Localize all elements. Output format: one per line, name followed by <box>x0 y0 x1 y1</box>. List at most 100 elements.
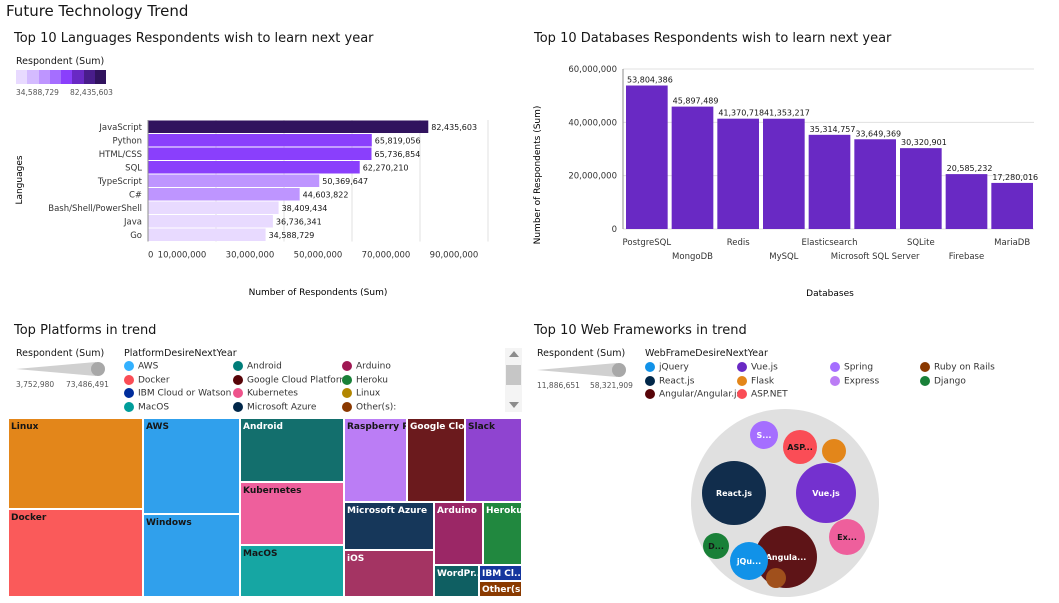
treemap-tile[interactable]: iOS <box>344 550 434 597</box>
frameworks-chart-title: Top 10 Web Frameworks in trend <box>534 323 747 338</box>
languages-legend-max: 82,435,603 <box>70 88 113 97</box>
frameworks-color-legend: jQuery Vue.js Spring Ruby on Rails React.js F… <box>645 362 1045 404</box>
legend-item[interactable]: Google Cloud Platform <box>233 374 348 385</box>
treemap-tile[interactable]: Kubernetes <box>240 482 344 545</box>
framework-bubble-label: D... <box>708 542 724 551</box>
legend-item[interactable]: Spring <box>830 362 873 373</box>
database-category-label: MySQL <box>769 252 798 262</box>
languages-chart-title: Top 10 Languages Respondents wish to lea… <box>14 31 374 46</box>
scroll-down-icon[interactable] <box>509 402 519 408</box>
platforms-treemap: Linux Docker AWS Windows Android Kubernetes Ma… <box>8 418 522 597</box>
scroll-up-icon[interactable] <box>509 351 519 357</box>
platforms-color-legend-title: PlatformDesireNextYear <box>124 348 237 359</box>
database-value-label: 17,280,016 <box>992 173 1038 182</box>
framework-bubble <box>766 568 786 588</box>
legend-item[interactable]: MacOS <box>124 401 169 412</box>
legend-item[interactable]: IBM Cloud or Watson <box>124 388 231 399</box>
database-value-label: 35,314,757 <box>810 125 856 134</box>
legend-swatch <box>737 389 747 399</box>
legend-swatch <box>124 388 134 398</box>
treemap-tile[interactable]: Linux <box>8 418 143 509</box>
treemap-tile[interactable]: Microsoft Azure <box>344 502 434 550</box>
legend-item[interactable]: Other(s): <box>342 401 396 412</box>
legend-swatch <box>342 401 352 412</box>
framework-bubble <box>702 461 766 525</box>
scroll-thumb[interactable] <box>506 365 521 385</box>
legend-label: Heroku <box>356 375 388 385</box>
database-value-label: 41,370,718 <box>718 109 764 118</box>
database-category-label: Redis <box>727 238 751 248</box>
treemap-tile[interactable]: IBM Cl... <box>479 565 522 581</box>
legend-item[interactable]: Kubernetes <box>233 388 298 399</box>
legend-item[interactable]: React.js <box>645 375 694 386</box>
legend-item[interactable]: ASP.NET <box>737 389 788 400</box>
language-category-label: Python <box>113 136 142 146</box>
legend-item[interactable]: Heroku <box>342 374 388 385</box>
legend-item[interactable]: AWS <box>124 361 158 372</box>
treemap-tile[interactable]: Raspberry Pi <box>344 418 407 502</box>
databases-chart-title: Top 10 Databases Respondents wish to lea… <box>534 31 892 46</box>
framework-bubble-label: Ex... <box>837 533 857 542</box>
legend-item[interactable]: Vue.js <box>737 362 778 373</box>
treemap-tile[interactable]: Other(s): <box>479 581 522 597</box>
databases-y-axis-label: Number of Respondents (Sum) <box>533 106 543 245</box>
legend-item[interactable]: Django <box>920 375 966 386</box>
legend-item[interactable]: Microsoft Azure <box>233 401 316 412</box>
framework-bubble <box>829 519 865 555</box>
legend-scrollbar[interactable] <box>505 348 522 412</box>
legend-label: Linux <box>356 388 381 399</box>
database-bar <box>717 118 759 229</box>
language-x-tick: 30,000,000 <box>226 251 275 261</box>
treemap-tile[interactable]: Slack <box>465 418 522 502</box>
legend-item[interactable]: Android <box>233 361 282 372</box>
legend-item[interactable]: Linux <box>342 388 380 399</box>
database-bar <box>763 118 805 229</box>
treemap-tile[interactable]: Windows <box>143 514 240 597</box>
language-category-label: SQL <box>125 163 142 173</box>
language-bar <box>148 120 429 133</box>
legend-item[interactable]: Express <box>830 375 880 386</box>
treemap-tile[interactable]: Google Clo... <box>407 418 465 502</box>
framework-bubble-label: jQu... <box>736 557 761 566</box>
treemap-tile[interactable]: AWS <box>143 418 240 514</box>
legend-swatch <box>920 375 930 386</box>
treemap-tile[interactable]: MacOS <box>240 545 344 597</box>
language-x-tick: 10,000,000 <box>158 251 207 261</box>
database-bar <box>808 134 851 229</box>
framework-bubble <box>796 463 856 523</box>
language-bar <box>148 134 372 147</box>
language-value-label: 34,588,729 <box>269 231 315 240</box>
database-category-label: SQLite <box>907 238 935 248</box>
database-category-label: Firebase <box>949 252 984 262</box>
framework-bubble <box>703 533 729 559</box>
treemap-tile[interactable]: WordPr... <box>434 565 479 597</box>
database-value-label: 33,649,369 <box>855 129 901 138</box>
treemap-tile[interactable]: Android <box>240 418 344 482</box>
language-category-label: JavaScript <box>98 123 142 133</box>
languages-x-axis-label: Number of Respondents (Sum) <box>249 288 388 298</box>
database-y-tick: 60,000,000 <box>568 65 617 75</box>
language-value-label: 38,409,434 <box>282 204 328 213</box>
legend-item[interactable]: Docker <box>124 374 170 385</box>
legend-item[interactable]: Ruby on Rails <box>920 362 995 373</box>
treemap-tile[interactable]: Heroku <box>483 502 522 565</box>
language-bar <box>148 188 300 201</box>
treemap-tile[interactable]: Docker <box>8 509 143 597</box>
legend-item[interactable]: Angular/Angular.js <box>645 389 741 400</box>
databases-bar-chart: Number of Respondents (Sum) Databases 0 2… <box>533 65 1038 299</box>
legend-swatch <box>233 374 243 385</box>
language-value-label: 65,736,854 <box>375 150 421 159</box>
legend-label: Express <box>844 376 880 386</box>
database-value-label: 20,585,232 <box>947 164 993 173</box>
legend-item[interactable]: jQuery <box>645 362 689 373</box>
legend-item[interactable]: Arduino <box>342 361 391 372</box>
language-category-label: C# <box>129 190 142 200</box>
language-category-label: Go <box>130 231 142 241</box>
language-value-label: 82,435,603 <box>431 123 477 132</box>
treemap-tile[interactable]: Arduino <box>434 502 483 565</box>
framework-bubble-label: S... <box>757 431 772 440</box>
database-y-tick: 40,000,000 <box>568 118 617 128</box>
legend-label: AWS <box>138 361 159 372</box>
legend-item[interactable]: Flask <box>737 375 774 386</box>
legend-label: Ruby on Rails <box>934 362 995 373</box>
